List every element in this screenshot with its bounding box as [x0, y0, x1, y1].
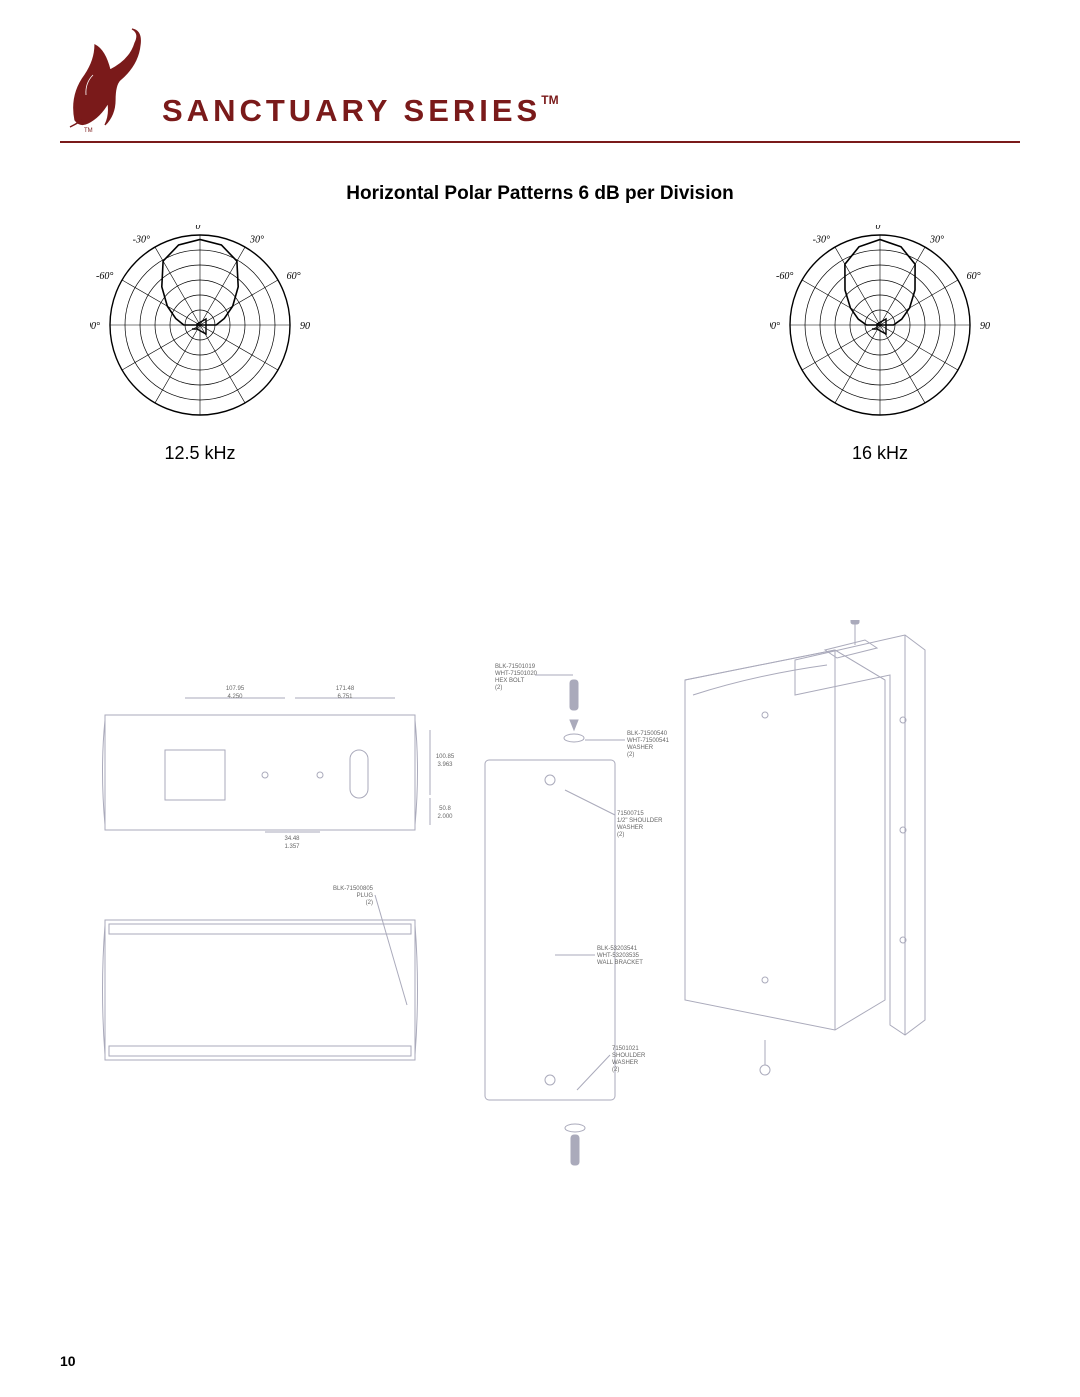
svg-text:-60°: -60°: [96, 271, 113, 282]
svg-text:0°: 0°: [876, 225, 885, 232]
svg-text:90°: 90°: [300, 321, 310, 332]
freq-label: 12.5 kHz: [90, 443, 310, 464]
page-number: 10: [60, 1353, 76, 1369]
technical-drawing: 107.95 4.250 171.48 6.751 100.85 3.963 5…: [65, 620, 955, 1180]
svg-text:100.85: 100.85: [436, 754, 455, 760]
svg-text:TM: TM: [84, 128, 93, 134]
svg-text:-30°: -30°: [133, 234, 150, 245]
svg-text:2.000: 2.000: [437, 814, 453, 820]
svg-text:BLK-71501019WHT-71501020HEX BO: BLK-71501019WHT-71501020HEX BOLT(2): [495, 664, 538, 691]
svg-text:30°: 30°: [249, 234, 264, 245]
svg-text:BLK-71500805PLUG(2): BLK-71500805PLUG(2): [333, 886, 374, 906]
svg-text:715007151/2" SHOULDERWASHER(2): 715007151/2" SHOULDERWASHER(2): [617, 811, 663, 838]
svg-text:171.48: 171.48: [336, 686, 355, 692]
svg-text:0°: 0°: [196, 225, 205, 232]
brand-name-text: SANCTUARY SERIES: [162, 93, 541, 128]
section-title: Horizontal Polar Patterns 6 dB per Divis…: [60, 183, 1020, 205]
svg-text:90°: 90°: [980, 321, 990, 332]
svg-text:-90°: -90°: [770, 321, 780, 332]
svg-text:34.48: 34.48: [284, 836, 300, 842]
svg-text:1.357: 1.357: [284, 844, 300, 850]
svg-text:107.95: 107.95: [226, 686, 245, 692]
svg-text:-30°: -30°: [813, 234, 830, 245]
svg-text:30°: 30°: [929, 234, 944, 245]
svg-text:60°: 60°: [287, 271, 301, 282]
svg-text:-60°: -60°: [776, 271, 793, 282]
dove-logo-icon: TM: [60, 25, 150, 135]
freq-label: 16 kHz: [770, 443, 990, 464]
polar-chart-16khz: 0° 30° -30° 60° -60° 90° -90° 16 kHz: [770, 225, 990, 464]
page-header: TM SANCTUARY SERIESTM: [60, 25, 1020, 143]
svg-text:71501021SHOULDERWASHER(2): 71501021SHOULDERWASHER(2): [612, 1046, 646, 1073]
polar-chart-12-5khz: 0° 30° -30° 60° -60° 90° -90° 12.5 kHz: [90, 225, 310, 464]
polar-charts-row: 0° 30° -30° 60° -60° 90° -90° 12.5 kHz 0° 30° -3…: [60, 225, 1020, 464]
svg-text:3.963: 3.963: [437, 762, 453, 768]
svg-text:-90°: -90°: [90, 321, 100, 332]
brand-tm: TM: [541, 93, 558, 107]
brand-title: SANCTUARY SERIESTM: [162, 93, 559, 135]
svg-text:6.751: 6.751: [337, 694, 353, 700]
svg-text:BLK-53203541WHT-53203535WALL B: BLK-53203541WHT-53203535WALL BRACKET: [597, 946, 643, 966]
svg-text:4.250: 4.250: [227, 694, 243, 700]
svg-text:50.8: 50.8: [439, 806, 451, 812]
svg-text:BLK-71500540WHT-71500541WASHER: BLK-71500540WHT-71500541WASHER(2): [627, 731, 670, 758]
svg-text:60°: 60°: [967, 271, 981, 282]
